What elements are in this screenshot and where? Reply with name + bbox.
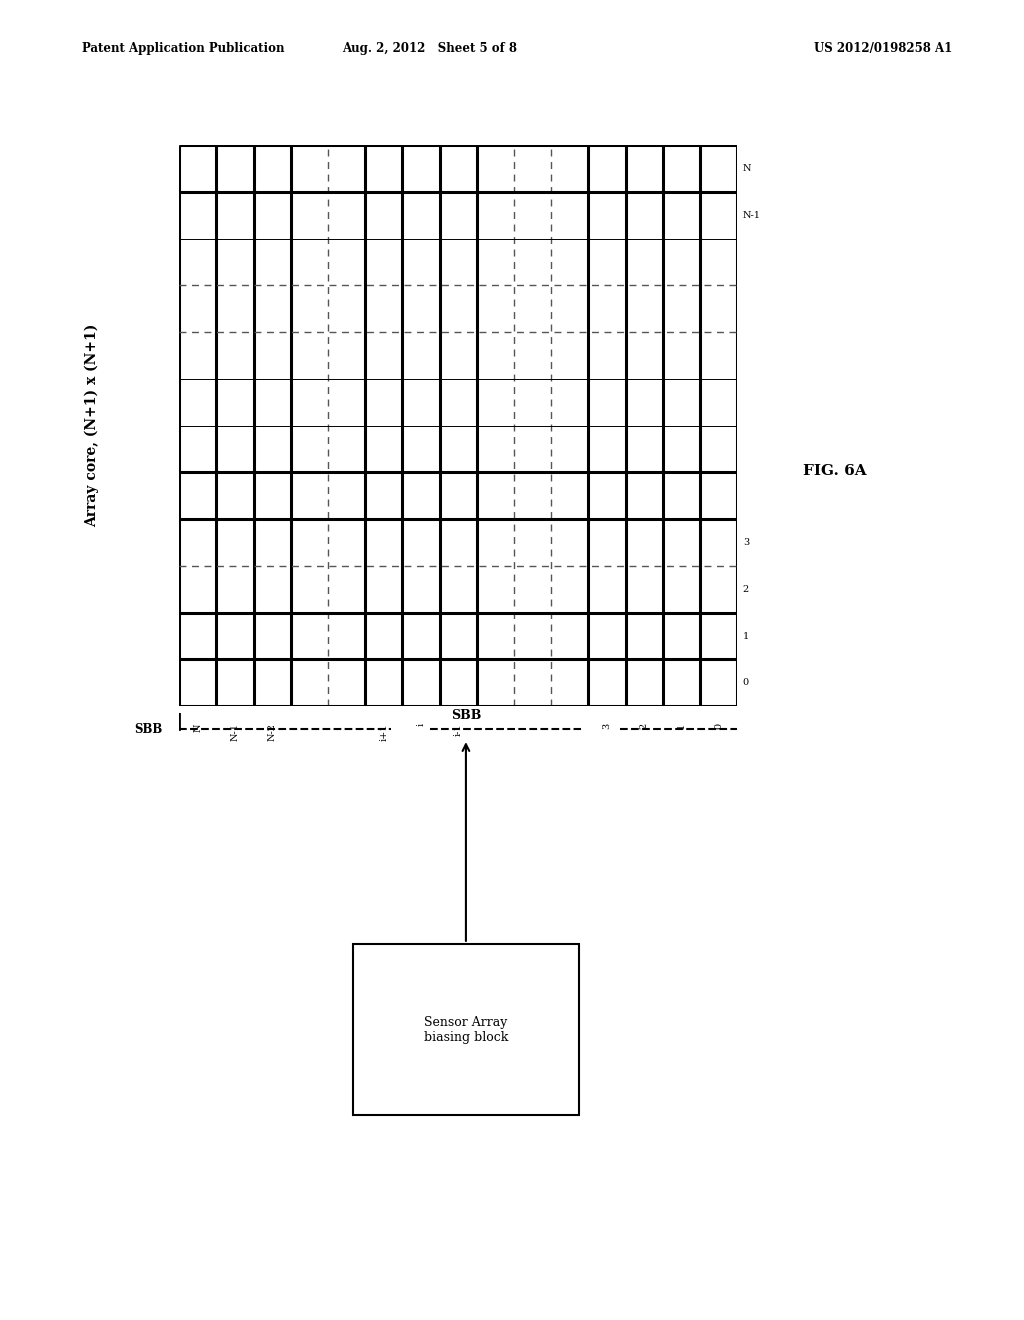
- Text: US 2012/0198258 A1: US 2012/0198258 A1: [814, 42, 952, 55]
- Text: FIG. 6A: FIG. 6A: [803, 463, 866, 478]
- Text: 2: 2: [742, 585, 750, 594]
- Text: N-1: N-1: [230, 723, 240, 741]
- Text: i-1: i-1: [454, 723, 463, 735]
- Text: 3: 3: [602, 723, 611, 729]
- Text: 0: 0: [714, 723, 723, 729]
- Text: N: N: [742, 164, 752, 173]
- Text: Patent Application Publication: Patent Application Publication: [82, 42, 285, 55]
- Text: N-1: N-1: [742, 211, 761, 220]
- Text: 0: 0: [742, 678, 749, 688]
- Text: SBB: SBB: [451, 709, 481, 722]
- Text: Sensor Array
biasing block: Sensor Array biasing block: [424, 1015, 508, 1044]
- Text: 1: 1: [742, 631, 750, 640]
- Text: 2: 2: [640, 723, 649, 729]
- Text: 1: 1: [677, 723, 686, 729]
- Text: SBB: SBB: [134, 723, 163, 735]
- Text: N-2: N-2: [267, 723, 276, 741]
- Text: Aug. 2, 2012   Sheet 5 of 8: Aug. 2, 2012 Sheet 5 of 8: [343, 42, 517, 55]
- Text: Array core, (N+1) x (N+1): Array core, (N+1) x (N+1): [85, 323, 99, 528]
- Text: i: i: [417, 723, 426, 726]
- Text: 3: 3: [742, 539, 750, 546]
- Text: i+1: i+1: [379, 723, 388, 741]
- Text: N: N: [194, 723, 203, 731]
